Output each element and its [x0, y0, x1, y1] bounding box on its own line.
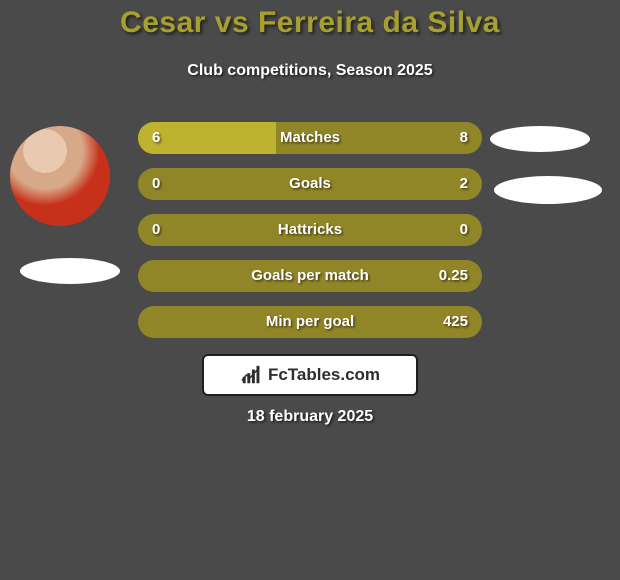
player-right-shadow-1: [490, 126, 590, 152]
stat-row-name: Hattricks: [138, 214, 482, 246]
stat-row-name: Min per goal: [138, 306, 482, 338]
stat-row-name: Goals per match: [138, 260, 482, 292]
bar-chart-icon: [240, 364, 262, 386]
stat-row: 02Goals: [138, 168, 482, 200]
comparison-card: Cesar vs Ferreira da Silva Club competit…: [0, 0, 620, 580]
player-right-shadow-2: [494, 176, 602, 204]
subtitle: Club competitions, Season 2025: [0, 62, 620, 80]
page-title: Cesar vs Ferreira da Silva: [0, 6, 620, 40]
stat-row: 0.25Goals per match: [138, 260, 482, 292]
date-label: 18 february 2025: [0, 408, 620, 426]
stat-row-name: Matches: [138, 122, 482, 154]
brand-text: FcTables.com: [268, 365, 380, 385]
player-left-shadow: [20, 258, 120, 284]
brand-badge: FcTables.com: [202, 354, 418, 396]
stat-row: 00Hattricks: [138, 214, 482, 246]
stat-row: 68Matches: [138, 122, 482, 154]
stat-rows: 68Matches 02Goals 00Hattricks 0.25Goals per…: [138, 122, 482, 352]
stat-row: 425Min per goal: [138, 306, 482, 338]
stat-row-name: Goals: [138, 168, 482, 200]
player-left-avatar: [10, 126, 110, 226]
